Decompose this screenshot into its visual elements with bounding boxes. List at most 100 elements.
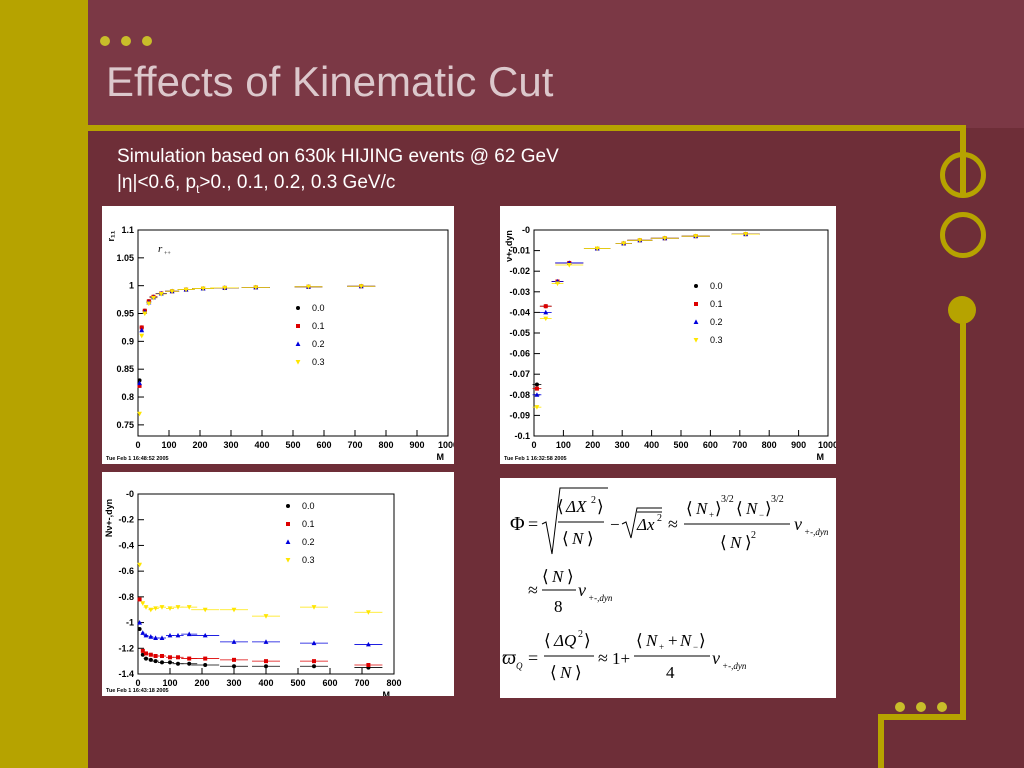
y-tick-label: -0.4 (118, 540, 134, 550)
x-tick-label: 1000 (438, 440, 454, 450)
data-point (148, 607, 154, 613)
data-point (555, 281, 560, 287)
data-point (137, 383, 142, 388)
data-point (306, 284, 311, 290)
frame-line (960, 310, 966, 720)
legend-marker (693, 319, 699, 324)
subtitle-cut-text: |η|<0.6, p (117, 172, 197, 193)
x-tick-label: 300 (615, 440, 630, 450)
y-tick-label: -0.06 (509, 349, 530, 359)
data-point (203, 663, 208, 667)
nu-symbol: ν (712, 648, 720, 668)
data-point (311, 605, 317, 610)
data-point (543, 316, 549, 322)
nu-symbol: ν (794, 514, 802, 534)
data-point (534, 392, 540, 397)
equals-sign: = (528, 514, 538, 534)
y-tick-label: -0.8 (118, 592, 134, 602)
data-point (153, 654, 158, 658)
data-point (186, 631, 192, 637)
legend-label: 0.1 (302, 519, 315, 529)
y-tick-label: -0.08 (509, 390, 530, 400)
data-point (534, 386, 539, 391)
formula-angle-close: ⟩ (745, 533, 752, 552)
decor-dot (916, 702, 926, 712)
y-tick-label: -0.2 (118, 515, 134, 525)
timestamp: Tue Feb 1 16:48:52 2005 (106, 456, 169, 462)
data-point (566, 263, 572, 268)
data-point (311, 640, 317, 646)
formula-angle-close: ⟩ (699, 631, 706, 650)
formula-angle-open: ⟨ (636, 631, 643, 650)
decor-dot (142, 36, 152, 46)
y-tick-label: -0.6 (118, 566, 134, 576)
chart-n-nu-dyn: 0 100 200 300 400 500 600 700 800 -0 -0.2 -0.4 -0.6 -… (104, 489, 402, 696)
data-point (143, 632, 149, 638)
formula-angle-open: ⟨ (562, 529, 569, 548)
data-point (200, 286, 206, 292)
data-point (263, 639, 269, 644)
x-tick-label: 400 (258, 678, 273, 688)
data-point (167, 632, 173, 638)
left-accent-bar (0, 0, 88, 768)
legend-label: 0.3 (312, 357, 325, 367)
legend-marker (296, 324, 300, 328)
data-point (144, 656, 148, 661)
data-point (232, 657, 236, 662)
nu-subscript: +-,dyn (588, 593, 613, 603)
data-point (534, 405, 540, 410)
data-point (160, 654, 164, 658)
y-tick-label: -1.4 (118, 669, 134, 679)
y-axis-label: ν+-,dyn (504, 230, 514, 262)
data-point (358, 284, 364, 289)
x-tick-label: 1000 (818, 440, 836, 450)
formula-dx: Δx (636, 515, 655, 534)
formula-one-plus: 1+ (612, 649, 630, 668)
chart-annotation: r (158, 243, 163, 255)
legend-marker (286, 504, 290, 508)
data-point (140, 648, 145, 653)
data-point (142, 311, 148, 317)
data-point (222, 285, 228, 291)
decor-dot (937, 702, 947, 712)
formula-block: Φ = ⟨ ΔX 2 ⟩ ⟨ N ⟩ − Δx 2 ≈ ⟨ N + ⟩ 3/2 … (502, 487, 829, 682)
chart-annotation-sub: ++ (164, 251, 171, 257)
formula-exp: 2 (578, 629, 583, 640)
data-point (139, 327, 145, 333)
decor-circle (948, 296, 976, 324)
formula-angle-close: ⟩ (584, 631, 591, 650)
formula-angle-open: ⟨ (544, 631, 551, 650)
data-point (594, 246, 600, 252)
x-tick-label: 700 (354, 678, 369, 688)
y-tick-label: 0.8 (121, 392, 134, 402)
chart-nu-dyn: 0 100 200 300 400 500 600 700 800 900 1000 -0 -0.01 -… (504, 225, 836, 462)
legend-label: 0.2 (302, 537, 315, 547)
subtitle-cut-values: >0., 0.1, 0.2, 0.3 GeV/c (199, 172, 396, 193)
data-point (169, 289, 175, 294)
sqrt-sign (541, 487, 608, 555)
x-tick-label: 700 (347, 440, 362, 450)
legend-marker (295, 360, 301, 365)
data-point (148, 634, 154, 639)
data-point (253, 285, 259, 290)
formula-N: N (551, 567, 565, 586)
y-tick-label: -0.07 (509, 369, 530, 379)
decor-dot (121, 36, 131, 46)
data-point (264, 659, 268, 664)
slide-title: Effects of Kinematic Cut (106, 58, 554, 105)
data-point (232, 664, 236, 669)
formula-dX: ΔX (565, 497, 587, 516)
data-point (366, 610, 371, 615)
data-point (187, 656, 192, 661)
formula-angle-open: ⟨ (736, 499, 743, 518)
y-tick-label: -0 (522, 225, 530, 235)
data-point (312, 659, 316, 664)
data-point (137, 597, 142, 602)
legend-label: 0.3 (710, 335, 723, 345)
y-tick-label: 0.85 (116, 364, 134, 374)
formula-angle-open: ⟨ (550, 663, 557, 682)
x-tick-label: 0 (135, 678, 140, 688)
data-point (231, 639, 237, 644)
nu-subscript: +-,dyn (804, 527, 829, 537)
y-tick-label: 1 (129, 281, 134, 291)
